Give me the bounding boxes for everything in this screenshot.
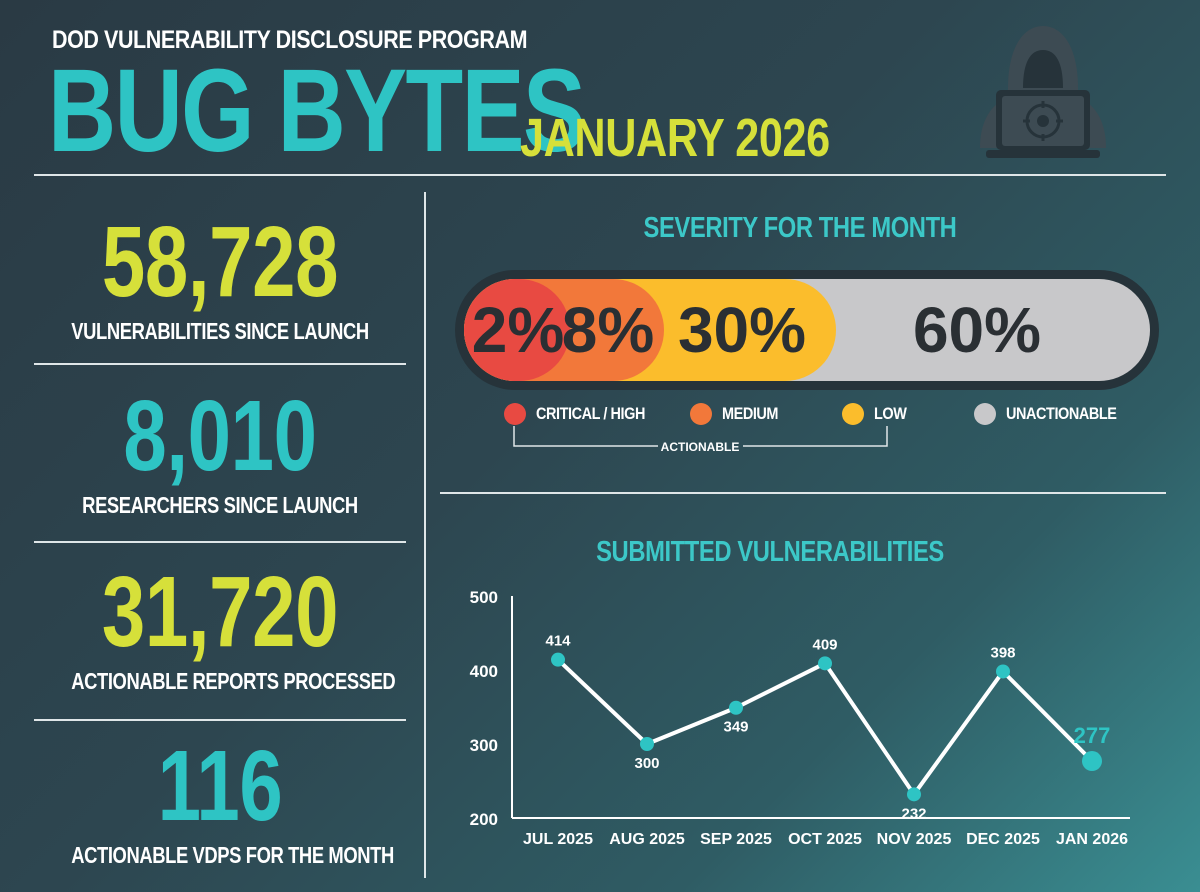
legend-dot — [690, 403, 712, 425]
hacker-laptop-icon — [980, 26, 1106, 158]
legend-dot — [504, 403, 526, 425]
actionable-label: ACTIONABLE — [661, 440, 740, 454]
severity-value-low: 30% — [678, 294, 806, 366]
x-tick-label: SEP 2025 — [700, 831, 772, 848]
series-line — [556, 658, 1094, 797]
stat-vdps: 116 ACTIONABLE VDPS FOR THE MONTH — [34, 736, 406, 869]
legend-dot — [974, 403, 996, 425]
legend-critical: CRITICAL / HIGH — [504, 403, 664, 425]
y-tick-label: 200 — [470, 810, 498, 829]
stat-label: ACTIONABLE REPORTS PROCESSED — [71, 668, 396, 694]
data-label: 277 — [1074, 723, 1111, 748]
y-tick-label: 500 — [470, 588, 498, 607]
legend-label: MEDIUM — [722, 404, 779, 423]
x-tick-label: JAN 2026 — [1056, 831, 1128, 848]
header-divider — [34, 174, 1166, 176]
legend-low: LOW — [842, 403, 912, 425]
x-tick-label: OCT 2025 — [788, 831, 862, 848]
submitted-title: SUBMITTED VULNERABILITIES — [596, 536, 944, 568]
data-label: 409 — [812, 636, 837, 653]
legend-dot — [842, 403, 864, 425]
severity-value-unactionable: 60% — [913, 294, 1041, 366]
x-tick-label: JUL 2025 — [523, 831, 593, 848]
data-label: 398 — [990, 644, 1015, 661]
x-tick-label: AUG 2025 — [609, 831, 685, 848]
data-label: 414 — [545, 633, 571, 650]
stat-label: ACTIONABLE VDPS FOR THE MONTH — [71, 842, 394, 868]
data-point — [996, 664, 1010, 679]
data-label: 232 — [901, 805, 926, 822]
data-point — [1082, 751, 1102, 772]
severity-title: SEVERITY FOR THE MONTH — [643, 212, 957, 244]
data-label: 300 — [634, 755, 659, 772]
stat-divider-1 — [34, 363, 406, 365]
y-tick-label: 300 — [470, 736, 498, 755]
stat-value: 116 — [157, 730, 283, 842]
data-point — [551, 652, 565, 667]
stat-divider-3 — [34, 719, 406, 721]
stat-value: 58,728 — [101, 206, 339, 318]
actionable-bracket: ACTIONABLE — [513, 426, 888, 454]
severity-bar: 2% 8% 30% 60% — [455, 270, 1159, 390]
y-tick-label: 400 — [470, 662, 498, 681]
legend-label: UNACTIONABLE — [1006, 404, 1117, 423]
newsletter-date: JANUARY 2026 — [520, 108, 830, 168]
legend-label: LOW — [874, 404, 907, 423]
data-point — [818, 656, 832, 671]
legend-unactionable: UNACTIONABLE — [974, 403, 1136, 425]
stat-researchers: 8,010 RESEARCHERS SINCE LAUNCH — [34, 386, 406, 519]
severity-value-medium: 8% — [562, 294, 655, 366]
data-point — [729, 700, 743, 715]
submitted-line-chart: 500 400 300 200 JUL 2025 AUG 2025 SEP 2025 OCT … — [470, 588, 1130, 848]
column-divider — [424, 192, 426, 878]
stat-label: VULNERABILITIES SINCE LAUNCH — [71, 318, 369, 344]
right-section-divider — [440, 492, 1166, 494]
stat-value: 8,010 — [123, 380, 317, 492]
stat-divider-2 — [34, 541, 406, 543]
stat-reports: 31,720 ACTIONABLE REPORTS PROCESSED — [34, 562, 406, 695]
legend-label: CRITICAL / HIGH — [536, 404, 645, 423]
severity-segment-critical — [464, 279, 570, 381]
data-point — [907, 787, 921, 802]
newsletter-title: BUG BYTES — [48, 45, 586, 177]
stat-value: 31,720 — [101, 556, 339, 668]
x-tick-label: NOV 2025 — [877, 831, 952, 848]
stat-label: RESEARCHERS SINCE LAUNCH — [82, 492, 358, 518]
severity-value-critical: 2% — [472, 294, 565, 366]
stat-vulnerabilities: 58,728 VULNERABILITIES SINCE LAUNCH — [34, 212, 406, 345]
legend-medium: MEDIUM — [690, 403, 788, 425]
data-point — [640, 737, 654, 751]
program-name: DOD VULNERABILITY DISCLOSURE PROGRAM — [52, 26, 528, 54]
x-tick-label: DEC 2025 — [966, 831, 1040, 848]
data-label: 349 — [723, 719, 748, 736]
